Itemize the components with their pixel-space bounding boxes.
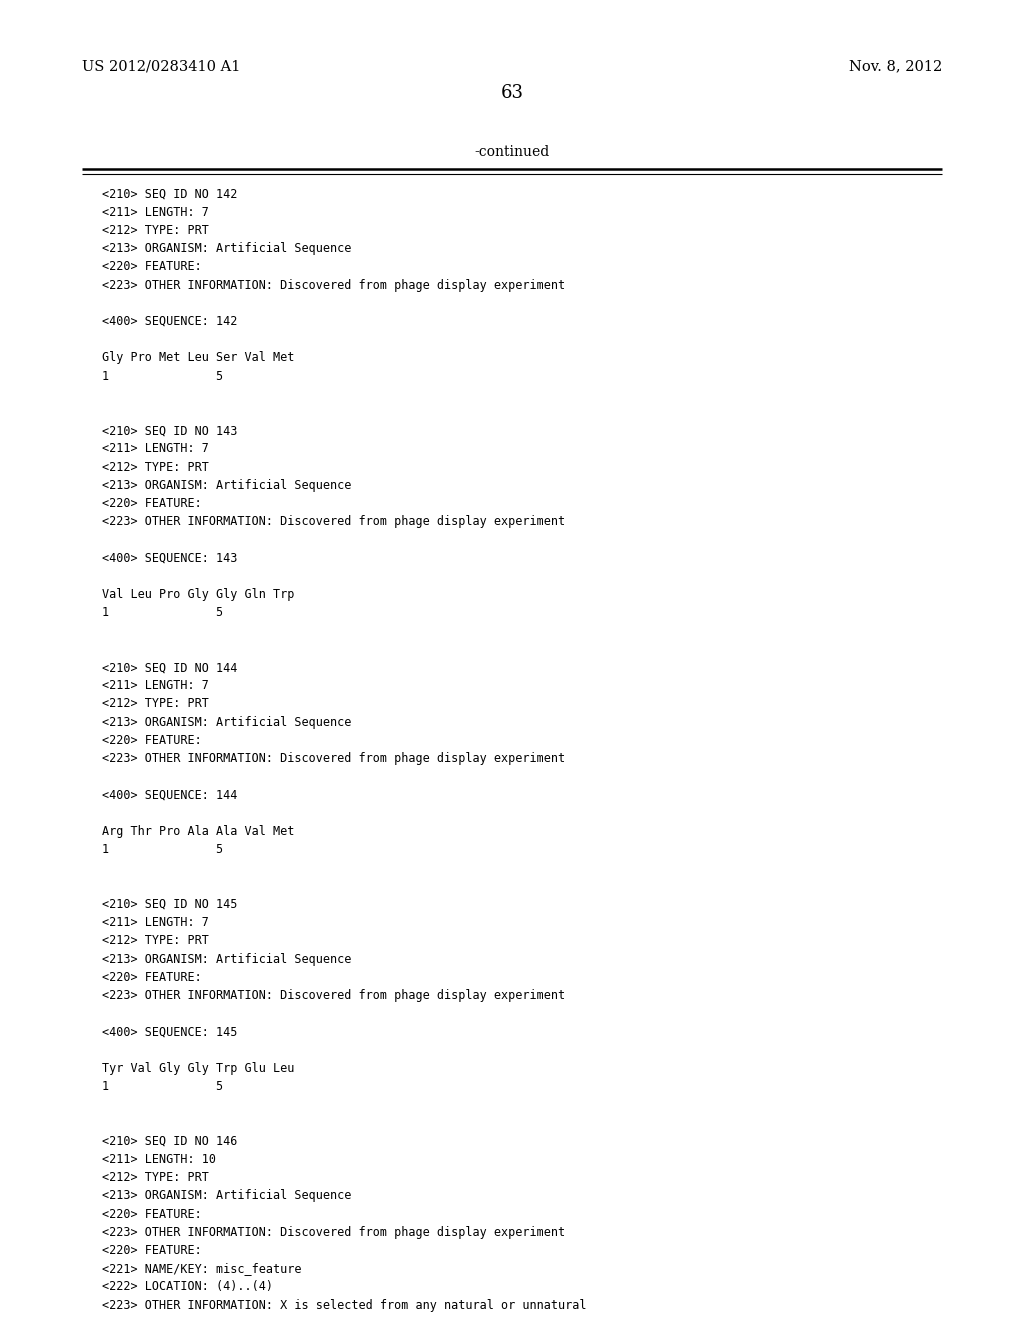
Text: <210> SEQ ID NO 142: <210> SEQ ID NO 142 [102, 187, 238, 201]
Text: 63: 63 [501, 84, 523, 103]
Text: Gly Pro Met Leu Ser Val Met: Gly Pro Met Leu Ser Val Met [102, 351, 295, 364]
Text: <213> ORGANISM: Artificial Sequence: <213> ORGANISM: Artificial Sequence [102, 953, 352, 965]
Text: <210> SEQ ID NO 145: <210> SEQ ID NO 145 [102, 898, 238, 911]
Text: <213> ORGANISM: Artificial Sequence: <213> ORGANISM: Artificial Sequence [102, 1189, 352, 1203]
Text: Nov. 8, 2012: Nov. 8, 2012 [849, 59, 942, 74]
Text: <211> LENGTH: 7: <211> LENGTH: 7 [102, 680, 209, 692]
Text: <400> SEQUENCE: 145: <400> SEQUENCE: 145 [102, 1026, 238, 1039]
Text: <213> ORGANISM: Artificial Sequence: <213> ORGANISM: Artificial Sequence [102, 479, 352, 492]
Text: <211> LENGTH: 7: <211> LENGTH: 7 [102, 206, 209, 219]
Text: 1               5: 1 5 [102, 1080, 223, 1093]
Text: -continued: -continued [474, 145, 550, 160]
Text: <211> LENGTH: 7: <211> LENGTH: 7 [102, 442, 209, 455]
Text: US 2012/0283410 A1: US 2012/0283410 A1 [82, 59, 241, 74]
Text: <211> LENGTH: 10: <211> LENGTH: 10 [102, 1152, 216, 1166]
Text: <220> FEATURE:: <220> FEATURE: [102, 498, 202, 510]
Text: <221> NAME/KEY: misc_feature: <221> NAME/KEY: misc_feature [102, 1262, 302, 1275]
Text: <222> LOCATION: (4)..(4): <222> LOCATION: (4)..(4) [102, 1280, 273, 1294]
Text: <223> OTHER INFORMATION: X is selected from any natural or unnatural: <223> OTHER INFORMATION: X is selected f… [102, 1299, 587, 1312]
Text: <220> FEATURE:: <220> FEATURE: [102, 1243, 202, 1257]
Text: <213> ORGANISM: Artificial Sequence: <213> ORGANISM: Artificial Sequence [102, 242, 352, 255]
Text: <212> TYPE: PRT: <212> TYPE: PRT [102, 1171, 209, 1184]
Text: Arg Thr Pro Ala Ala Val Met: Arg Thr Pro Ala Ala Val Met [102, 825, 295, 838]
Text: Val Leu Pro Gly Gly Gln Trp: Val Leu Pro Gly Gly Gln Trp [102, 589, 295, 601]
Text: <210> SEQ ID NO 144: <210> SEQ ID NO 144 [102, 661, 238, 675]
Text: <212> TYPE: PRT: <212> TYPE: PRT [102, 461, 209, 474]
Text: <212> TYPE: PRT: <212> TYPE: PRT [102, 935, 209, 948]
Text: <223> OTHER INFORMATION: Discovered from phage display experiment: <223> OTHER INFORMATION: Discovered from… [102, 989, 565, 1002]
Text: <400> SEQUENCE: 143: <400> SEQUENCE: 143 [102, 552, 238, 565]
Text: <400> SEQUENCE: 142: <400> SEQUENCE: 142 [102, 315, 238, 327]
Text: <213> ORGANISM: Artificial Sequence: <213> ORGANISM: Artificial Sequence [102, 715, 352, 729]
Text: Tyr Val Gly Gly Trp Glu Leu: Tyr Val Gly Gly Trp Glu Leu [102, 1061, 295, 1074]
Text: <400> SEQUENCE: 144: <400> SEQUENCE: 144 [102, 788, 238, 801]
Text: <223> OTHER INFORMATION: Discovered from phage display experiment: <223> OTHER INFORMATION: Discovered from… [102, 752, 565, 766]
Text: <212> TYPE: PRT: <212> TYPE: PRT [102, 224, 209, 236]
Text: <223> OTHER INFORMATION: Discovered from phage display experiment: <223> OTHER INFORMATION: Discovered from… [102, 279, 565, 292]
Text: <212> TYPE: PRT: <212> TYPE: PRT [102, 697, 209, 710]
Text: <220> FEATURE:: <220> FEATURE: [102, 970, 202, 983]
Text: <220> FEATURE:: <220> FEATURE: [102, 1208, 202, 1221]
Text: 1               5: 1 5 [102, 606, 223, 619]
Text: <211> LENGTH: 7: <211> LENGTH: 7 [102, 916, 209, 929]
Text: 1               5: 1 5 [102, 370, 223, 383]
Text: <223> OTHER INFORMATION: Discovered from phage display experiment: <223> OTHER INFORMATION: Discovered from… [102, 1226, 565, 1238]
Text: <210> SEQ ID NO 146: <210> SEQ ID NO 146 [102, 1135, 238, 1147]
Text: <220> FEATURE:: <220> FEATURE: [102, 260, 202, 273]
Text: <223> OTHER INFORMATION: Discovered from phage display experiment: <223> OTHER INFORMATION: Discovered from… [102, 515, 565, 528]
Text: <210> SEQ ID NO 143: <210> SEQ ID NO 143 [102, 424, 238, 437]
Text: <220> FEATURE:: <220> FEATURE: [102, 734, 202, 747]
Text: 1               5: 1 5 [102, 843, 223, 857]
